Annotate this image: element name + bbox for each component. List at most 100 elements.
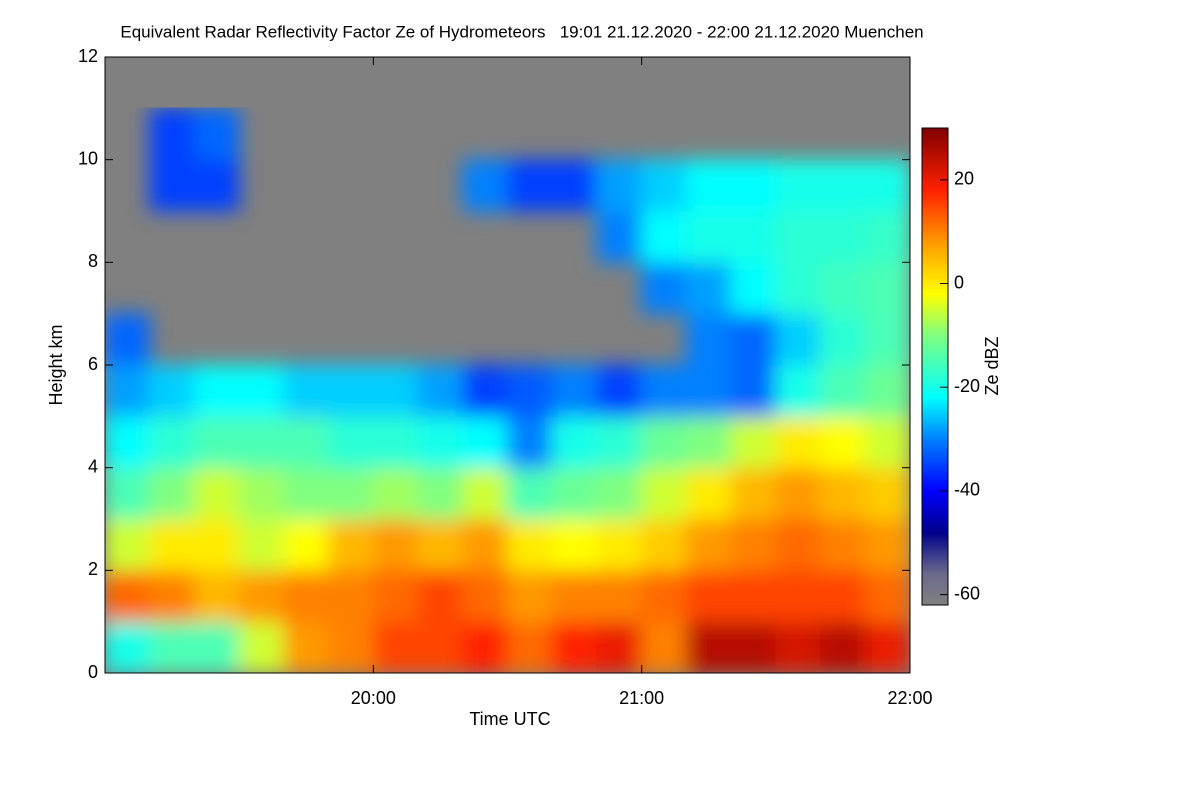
heatmap-cell bbox=[685, 569, 732, 623]
y-tick-label: 12 bbox=[78, 46, 98, 66]
heatmap-cell bbox=[506, 415, 553, 469]
heatmap-cell bbox=[820, 210, 866, 263]
heatmap-cell bbox=[105, 518, 151, 571]
heatmap-cell bbox=[730, 621, 777, 673]
heatmap-cell bbox=[641, 364, 687, 417]
heatmap-cell bbox=[462, 467, 509, 520]
heatmap-cell bbox=[238, 621, 285, 673]
heatmap-cell bbox=[462, 621, 509, 673]
heatmap-cell bbox=[372, 518, 419, 571]
heatmap-cell bbox=[372, 569, 419, 623]
heatmap-cell bbox=[775, 415, 822, 469]
heatmap-cell bbox=[775, 364, 822, 417]
heatmap bbox=[105, 107, 910, 673]
heatmap-cell bbox=[238, 569, 285, 623]
y-axis-label: Height km bbox=[46, 324, 66, 405]
heatmap-cell bbox=[775, 210, 822, 263]
heatmap-cell bbox=[462, 159, 509, 212]
heatmap-cell bbox=[775, 313, 822, 366]
heatmap-cell bbox=[596, 364, 643, 417]
heatmap-cell bbox=[193, 467, 240, 520]
heatmap-cell bbox=[283, 364, 330, 417]
heatmap-cell bbox=[864, 518, 910, 571]
heatmap-cell bbox=[506, 467, 553, 520]
heatmap-cell bbox=[730, 569, 777, 623]
heatmap-cell bbox=[417, 415, 464, 469]
colorbar-tick-label: 20 bbox=[954, 169, 974, 189]
heatmap-cell bbox=[551, 159, 598, 212]
heatmap-cell bbox=[864, 364, 910, 417]
heatmap-cell bbox=[864, 159, 910, 212]
heatmap-cells bbox=[105, 107, 910, 673]
heatmap-cell bbox=[193, 518, 240, 571]
x-tick-label: 22:00 bbox=[887, 688, 932, 708]
heatmap-cell bbox=[149, 518, 195, 571]
heatmap-cell bbox=[820, 313, 866, 366]
heatmap-cell bbox=[105, 621, 151, 673]
heatmap-cell bbox=[730, 261, 777, 315]
heatmap-cell bbox=[372, 364, 419, 417]
heatmap-cell bbox=[730, 518, 777, 571]
heatmap-cell bbox=[551, 467, 598, 520]
heatmap-cell bbox=[328, 467, 374, 520]
heatmap-cell bbox=[328, 415, 374, 469]
heatmap-cell bbox=[149, 159, 195, 212]
y-tick-label: 4 bbox=[88, 456, 98, 476]
heatmap-cell bbox=[775, 569, 822, 623]
heatmap-cell bbox=[417, 569, 464, 623]
heatmap-cell bbox=[820, 518, 866, 571]
heatmap-cell bbox=[193, 159, 240, 212]
heatmap-cell bbox=[641, 415, 687, 469]
heatmap-cell bbox=[685, 621, 732, 673]
colorbar-tick-label: -60 bbox=[954, 583, 980, 603]
heatmap-cell bbox=[820, 261, 866, 315]
heatmap-cell bbox=[417, 518, 464, 571]
heatmap-cell bbox=[820, 364, 866, 417]
heatmap-cell bbox=[685, 313, 732, 366]
heatmap-cell bbox=[864, 261, 910, 315]
heatmap-cell bbox=[775, 621, 822, 673]
heatmap-cell bbox=[193, 364, 240, 417]
heatmap-cell bbox=[105, 415, 151, 469]
heatmap-cell bbox=[864, 313, 910, 366]
heatmap-cell bbox=[462, 569, 509, 623]
colorbar bbox=[921, 127, 949, 606]
heatmap-cell bbox=[641, 621, 687, 673]
heatmap-cell bbox=[730, 415, 777, 469]
heatmap-cell bbox=[596, 467, 643, 520]
heatmap-cell bbox=[596, 569, 643, 623]
heatmap-cell bbox=[596, 415, 643, 469]
heatmap-cell bbox=[193, 621, 240, 673]
chart-title: Equivalent Radar Reflectivity Factor Ze … bbox=[120, 22, 923, 41]
heatmap-cell bbox=[596, 210, 643, 263]
heatmap-cell bbox=[149, 107, 195, 161]
heatmap-cell bbox=[641, 159, 687, 212]
heatmap-cell bbox=[551, 364, 598, 417]
heatmap-cell bbox=[641, 569, 687, 623]
heatmap-cell bbox=[596, 621, 643, 673]
heatmap-cell bbox=[105, 569, 151, 623]
x-tick-label: 20:00 bbox=[351, 688, 396, 708]
colorbar-tick-label: -40 bbox=[954, 480, 980, 500]
heatmap-cell bbox=[685, 518, 732, 571]
heatmap-cell bbox=[417, 364, 464, 417]
heatmap-cell bbox=[596, 159, 643, 212]
heatmap-cell bbox=[328, 364, 374, 417]
heatmap-cell bbox=[372, 415, 419, 469]
heatmap-cell bbox=[506, 569, 553, 623]
heatmap-cell bbox=[283, 621, 330, 673]
heatmap-cell bbox=[417, 467, 464, 520]
heatmap-cell bbox=[105, 364, 151, 417]
heatmap-cell bbox=[462, 364, 509, 417]
heatmap-cell bbox=[641, 261, 687, 315]
heatmap-cell bbox=[238, 415, 285, 469]
heatmap-cell bbox=[551, 569, 598, 623]
heatmap-cell bbox=[149, 415, 195, 469]
heatmap-cell bbox=[149, 364, 195, 417]
heatmap-cell bbox=[193, 107, 240, 161]
heatmap-cell bbox=[730, 313, 777, 366]
heatmap-cell bbox=[820, 569, 866, 623]
y-tick-label: 2 bbox=[88, 559, 98, 579]
heatmap-cell bbox=[372, 621, 419, 673]
heatmap-cell bbox=[641, 210, 687, 263]
